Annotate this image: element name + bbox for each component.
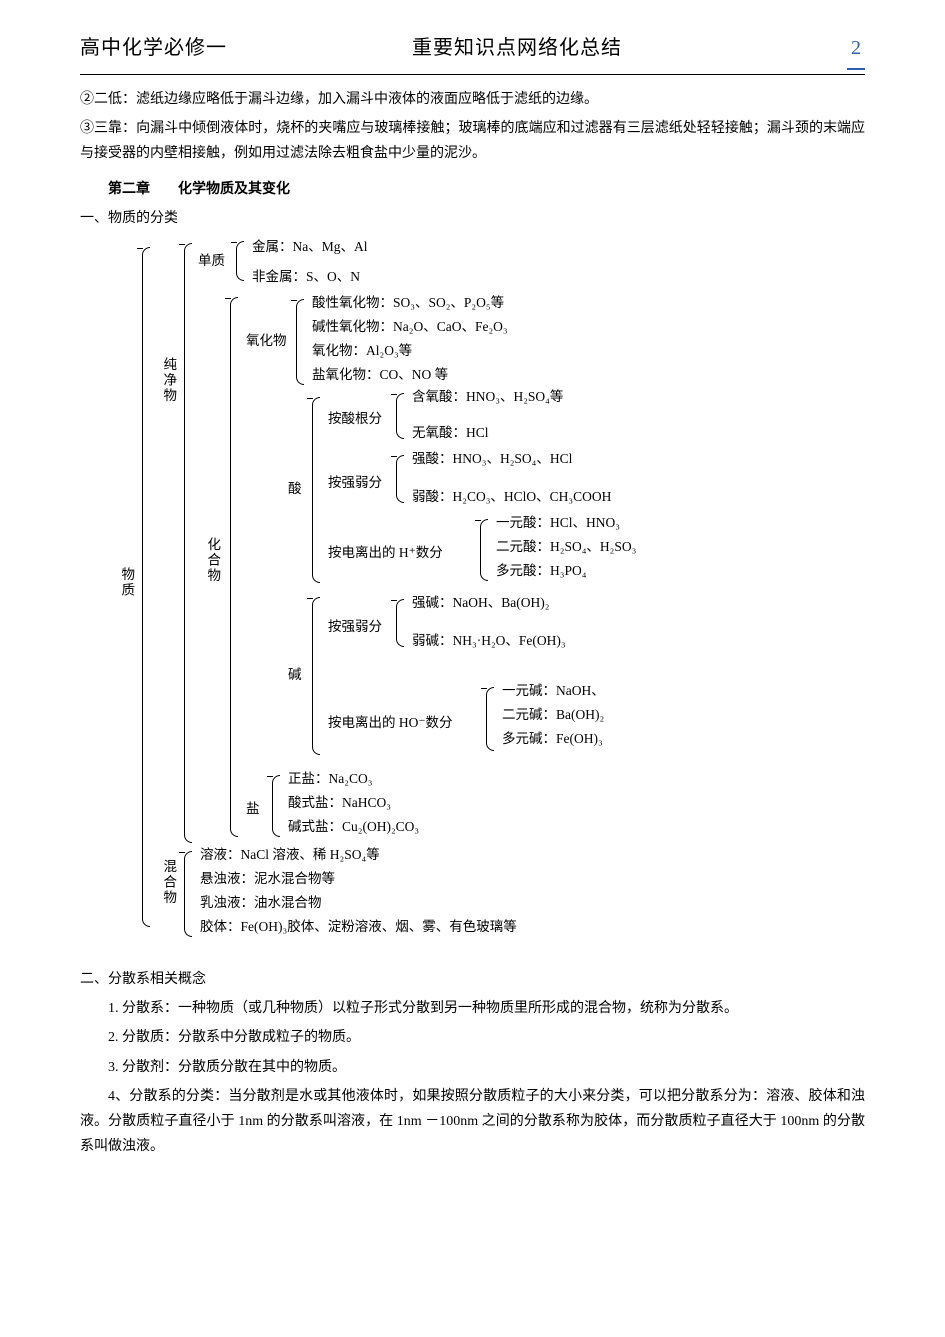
- acid-by-h: 按电离出的 H⁺数分: [328, 543, 443, 563]
- leaf-salt-acid: 酸式盐：NaHCO₃: [288, 793, 391, 813]
- leaf-base-weak: 弱碱：NH₃·H₂O、Fe(OH)₃: [412, 631, 566, 651]
- node-acid: 酸: [288, 479, 302, 499]
- chapter-title: 第二章 化学物质及其变化: [80, 177, 865, 202]
- node-base: 碱: [288, 665, 302, 685]
- leaf-acid-mono: 一元酸：HCl、HNO₃: [496, 513, 620, 533]
- leaf-mix-emul: 乳浊液：油水混合物: [200, 893, 322, 913]
- node-root: 物质: [116, 567, 136, 598]
- header-title: 高中化学必修一: [80, 30, 227, 66]
- leaf-acid-strong: 强酸：HNO₃、H₂SO₄、HCl: [412, 449, 572, 469]
- node-compound: 化合物: [202, 537, 222, 584]
- node-mix: 混合物: [158, 859, 178, 906]
- leaf-base-di: 二元碱：Ba(OH)₂: [502, 705, 604, 725]
- leaf-acid-oxy: 含氧酸：HNO₃、H₂SO₄等: [412, 387, 563, 407]
- classification-tree: 物质 纯净物 单质 金属：Na、Mg、Al 非金属：S、O、N 化合物 氧化物 …: [80, 237, 860, 957]
- node-pure: 纯净物: [158, 357, 178, 404]
- section-2-title: 二、分散系相关概念: [80, 967, 865, 992]
- point-3-lean: ③三靠：向漏斗中倾倒液体时，烧杯的夹嘴应与玻璃棒接触；玻璃棒的底端应和过滤器有三…: [80, 116, 865, 166]
- leaf-salt-normal: 正盐：Na₂CO₃: [288, 769, 372, 789]
- section-1-title: 一、物质的分类: [80, 206, 865, 231]
- leaf-acid-weak: 弱酸：H₂CO₃、HClO、CH₃COOH: [412, 487, 611, 507]
- leaf-oxide-base: 碱性氧化物：Na₂O、CaO、Fe₂O₃: [312, 317, 508, 337]
- header-subtitle: 重要知识点网络化总结: [412, 30, 622, 66]
- leaf-mix-susp: 悬浊液：泥水混合物等: [200, 869, 335, 889]
- base-by-oh: 按电离出的 HO⁻数分: [328, 713, 453, 733]
- disperse-p2: 2. 分散质：分散系中分散成粒子的物质。: [80, 1025, 865, 1050]
- page-header: 高中化学必修一 重要知识点网络化总结 2: [80, 30, 865, 75]
- node-simple: 单质: [198, 251, 225, 271]
- leaf-base-mono: 一元碱：NaOH、: [502, 681, 605, 701]
- point-2-low: ②二低：滤纸边缘应略低于漏斗边缘，加入漏斗中液体的液面应略低于滤纸的边缘。: [80, 87, 865, 112]
- base-by-strength: 按强弱分: [328, 617, 382, 637]
- leaf-oxide-salt: 盐氧化物：CO、NO 等: [312, 365, 448, 385]
- disperse-p1: 1. 分散系：一种物质（或几种物质）以粒子形式分散到另一种物质里所形成的混合物，…: [80, 996, 865, 1021]
- leaf-acid-poly: 多元酸：H₃PO₄: [496, 561, 586, 581]
- leaf-oxide-acid: 酸性氧化物：SO₃、SO₂、P₂O₅等: [312, 293, 504, 313]
- acid-by-root: 按酸根分: [328, 409, 382, 429]
- node-salt: 盐: [246, 799, 260, 819]
- leaf-mix-solution: 溶液：NaCl 溶液、稀 H₂SO₄等: [200, 845, 380, 865]
- disperse-p3: 3. 分散剂：分散质分散在其中的物质。: [80, 1055, 865, 1080]
- page-number: 2: [847, 30, 865, 70]
- leaf-acid-di: 二元酸：H₂SO₄、H₂SO₃: [496, 537, 636, 557]
- leaf-nonmetal: 非金属：S、O、N: [252, 267, 360, 287]
- leaf-base-strong: 强碱：NaOH、Ba(OH)₂: [412, 593, 549, 613]
- leaf-mix-colloid: 胶体：Fe(OH)₃胶体、淀粉溶液、烟、雾、有色玻璃等: [200, 917, 517, 937]
- node-oxide: 氧化物: [246, 331, 287, 351]
- disperse-p4: 4、分散系的分类：当分散剂是水或其他液体时，如果按照分散质粒子的大小来分类，可以…: [80, 1084, 865, 1160]
- acid-by-strength: 按强弱分: [328, 473, 382, 493]
- leaf-metal: 金属：Na、Mg、Al: [252, 237, 368, 257]
- leaf-oxide-ampho: 氧化物：Al₂O₃等: [312, 341, 412, 361]
- leaf-base-poly: 多元碱：Fe(OH)₃: [502, 729, 603, 749]
- leaf-salt-basic: 碱式盐：Cu₂(OH)₂CO₃: [288, 817, 419, 837]
- leaf-acid-nooxy: 无氧酸：HCl: [412, 423, 489, 443]
